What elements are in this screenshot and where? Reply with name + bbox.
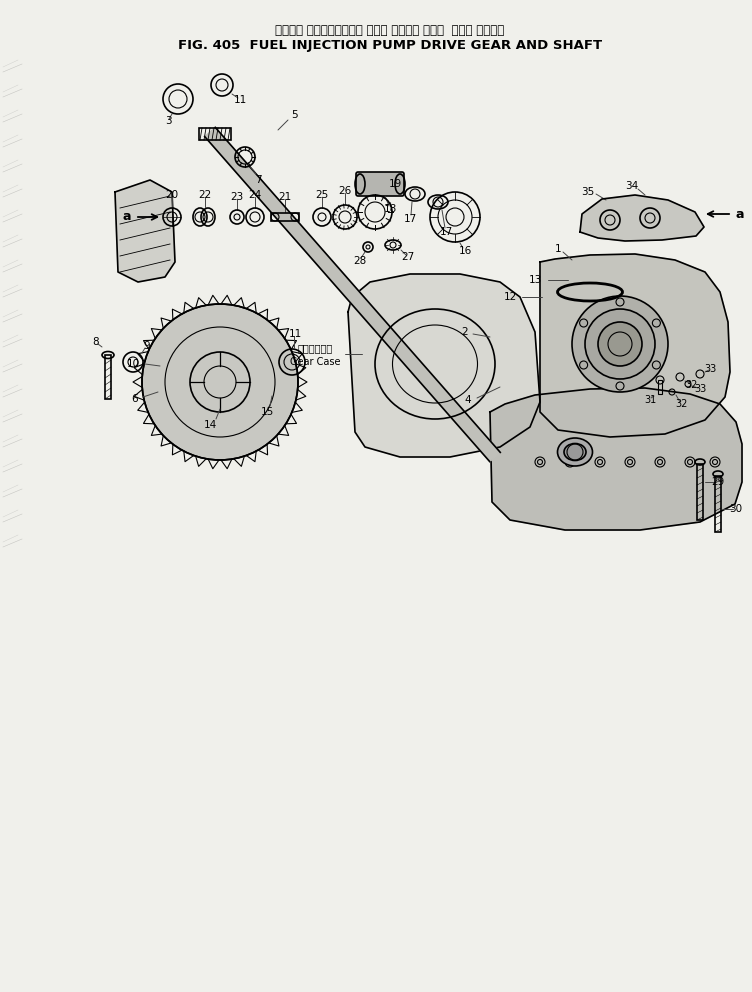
Circle shape <box>142 304 298 460</box>
Bar <box>105 355 111 399</box>
Bar <box>199 128 231 140</box>
Circle shape <box>598 322 642 366</box>
Text: 10: 10 <box>126 359 140 369</box>
Text: a: a <box>123 210 132 223</box>
Text: 33: 33 <box>694 384 706 394</box>
Text: 25: 25 <box>315 190 329 200</box>
Text: 16: 16 <box>459 246 472 256</box>
Text: 3: 3 <box>165 116 171 126</box>
Polygon shape <box>490 388 742 530</box>
Text: 21: 21 <box>278 192 292 202</box>
Text: 24: 24 <box>248 190 262 200</box>
Polygon shape <box>580 195 704 241</box>
Text: a: a <box>735 207 744 220</box>
Text: ギヤーケース: ギヤーケース <box>297 343 332 353</box>
Text: 7: 7 <box>255 175 261 185</box>
Text: 4: 4 <box>465 395 472 405</box>
Text: フェエル インジェクション ポンプ ドライブ ギヤー  および シャフト: フェエル インジェクション ポンプ ドライブ ギヤー および シャフト <box>275 24 505 37</box>
FancyBboxPatch shape <box>356 172 404 196</box>
Text: 26: 26 <box>338 186 352 196</box>
Bar <box>715 476 721 532</box>
Bar <box>271 213 299 221</box>
Text: 32: 32 <box>676 399 688 409</box>
Text: 2: 2 <box>462 327 468 337</box>
Ellipse shape <box>564 443 586 460</box>
Text: 11: 11 <box>233 95 247 105</box>
Text: 17: 17 <box>439 227 453 237</box>
Text: 13: 13 <box>529 275 541 285</box>
Text: Gear Case: Gear Case <box>290 357 340 367</box>
Text: 11: 11 <box>288 329 302 339</box>
Text: 22: 22 <box>199 190 211 200</box>
Text: 20: 20 <box>165 190 178 200</box>
Text: 17: 17 <box>403 214 417 224</box>
Text: 34: 34 <box>626 181 638 191</box>
Text: FIG. 405  FUEL INJECTION PUMP DRIVE GEAR AND SHAFT: FIG. 405 FUEL INJECTION PUMP DRIVE GEAR … <box>178 40 602 53</box>
Text: 8: 8 <box>92 337 99 347</box>
Text: 14: 14 <box>203 420 217 430</box>
Ellipse shape <box>557 438 593 466</box>
Circle shape <box>572 296 668 392</box>
Bar <box>697 464 703 520</box>
Text: 15: 15 <box>260 407 274 417</box>
Text: 23: 23 <box>230 192 244 202</box>
Text: 29: 29 <box>711 477 725 487</box>
Text: 1: 1 <box>555 244 561 254</box>
Circle shape <box>585 309 655 379</box>
Text: 6: 6 <box>132 394 138 404</box>
Text: 18: 18 <box>384 204 396 214</box>
Polygon shape <box>540 254 730 437</box>
Text: 30: 30 <box>729 504 742 514</box>
Polygon shape <box>205 127 500 461</box>
Polygon shape <box>348 274 540 457</box>
Text: 32: 32 <box>686 380 698 390</box>
Text: 9: 9 <box>144 341 150 351</box>
Text: 27: 27 <box>402 252 414 262</box>
Text: 12: 12 <box>503 292 517 302</box>
Text: 35: 35 <box>581 187 595 197</box>
Text: 33: 33 <box>704 364 716 374</box>
Text: 31: 31 <box>644 395 656 405</box>
Text: 28: 28 <box>353 256 367 266</box>
Text: 5: 5 <box>292 110 299 120</box>
Polygon shape <box>115 180 175 282</box>
Text: 19: 19 <box>388 179 402 189</box>
Bar <box>658 380 662 394</box>
